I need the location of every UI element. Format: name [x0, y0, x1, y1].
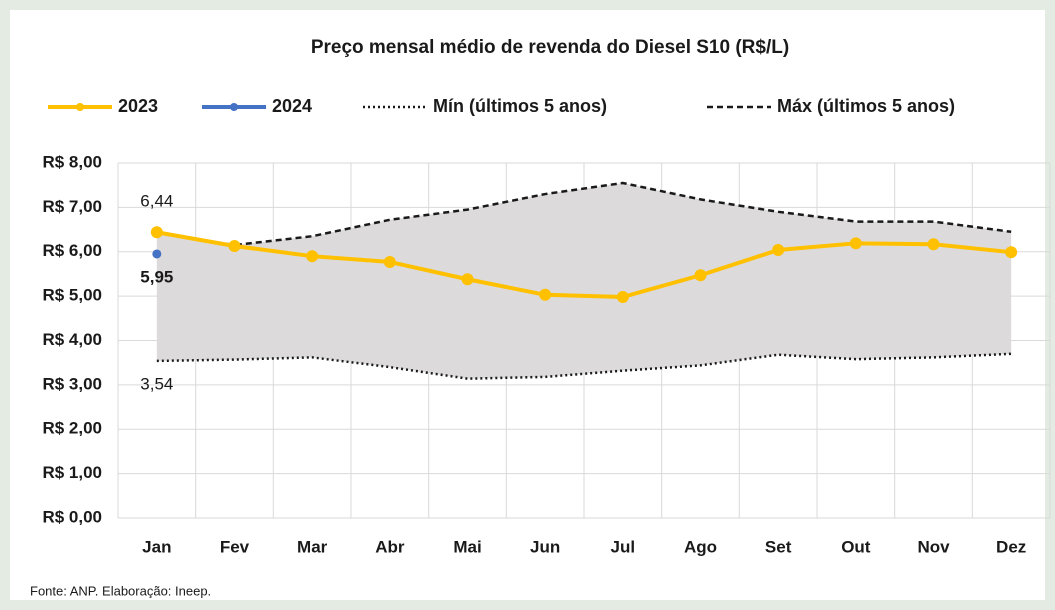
x-tick-label: Set — [765, 537, 792, 556]
legend-label: 2023 — [118, 96, 158, 116]
y-tick-label: R$ 6,00 — [42, 241, 102, 260]
x-tick-label: Fev — [220, 537, 250, 556]
range-area — [156, 182, 1012, 379]
legend-marker — [230, 103, 238, 111]
point — [228, 239, 241, 252]
point — [461, 273, 474, 286]
x-tick-label: Dez — [996, 537, 1026, 556]
data-label: 6,44 — [140, 192, 173, 211]
legend-label: Mín (últimos 5 anos) — [433, 96, 607, 116]
point — [616, 291, 629, 304]
point — [1005, 246, 1018, 259]
data-label: 5,95 — [140, 267, 173, 286]
x-tick-label: Jan — [142, 537, 171, 556]
y-tick-label: R$ 7,00 — [42, 197, 102, 216]
y-tick-label: R$ 1,00 — [42, 463, 102, 482]
series-line — [156, 181, 1012, 247]
y-tick-label: R$ 5,00 — [42, 286, 102, 305]
point — [539, 288, 552, 301]
y-tick-label: R$ 3,00 — [42, 374, 102, 393]
point — [150, 226, 163, 239]
y-tick-label: R$ 0,00 — [42, 507, 102, 526]
x-tick-label: Jun — [530, 537, 560, 556]
x-tick-label: Abr — [375, 537, 405, 556]
x-tick-label: Ago — [684, 537, 717, 556]
legend-marker — [76, 103, 84, 111]
point — [152, 249, 162, 259]
y-tick-label: R$ 2,00 — [42, 419, 102, 438]
x-tick-label: Mar — [297, 537, 328, 556]
y-tick-label: R$ 4,00 — [42, 330, 102, 349]
x-tick-label: Jul — [611, 537, 636, 556]
x-tick-label: Mai — [453, 537, 481, 556]
point — [383, 255, 396, 268]
y-tick-label: R$ 8,00 — [42, 152, 102, 171]
point — [694, 269, 707, 282]
x-tick-label: Out — [841, 537, 871, 556]
point — [849, 237, 862, 250]
point — [772, 243, 785, 256]
point — [306, 250, 319, 263]
legend-label: 2024 — [272, 96, 312, 116]
x-tick-label: Nov — [917, 537, 950, 556]
data-label: 3,54 — [140, 374, 173, 393]
source-note: Fonte: ANP. Elaboração: Ineep. — [30, 583, 211, 598]
series-line — [156, 230, 1012, 300]
point — [927, 238, 940, 251]
legend-label: Máx (últimos 5 anos) — [777, 96, 955, 116]
chart-title: Preço mensal médio de revenda do Diesel … — [311, 37, 789, 58]
